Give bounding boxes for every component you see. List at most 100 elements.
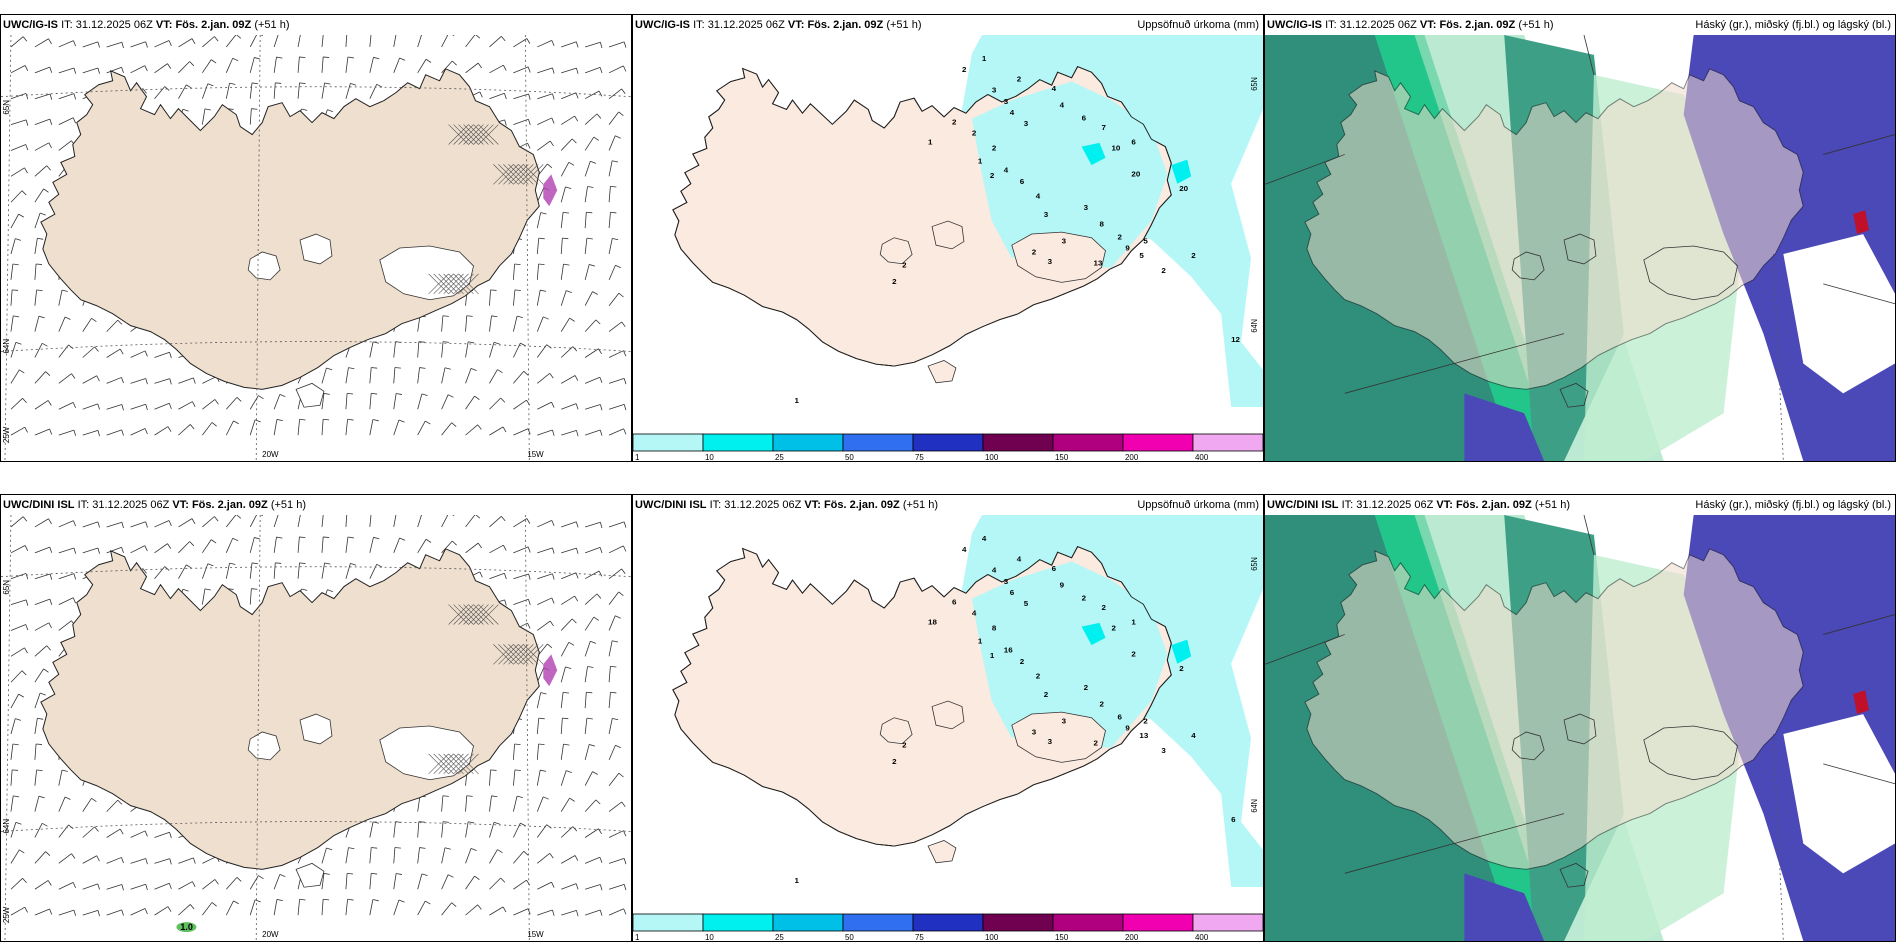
wind-barb xyxy=(441,795,444,812)
wind-barb xyxy=(560,290,567,306)
wind-barb xyxy=(489,849,498,864)
wind-barb xyxy=(34,743,37,760)
colorbar-tick: 1 xyxy=(635,933,640,941)
precip-spot xyxy=(543,654,558,687)
colorbar-tick: 1 xyxy=(635,453,640,461)
wind-barb xyxy=(585,404,601,410)
wind-barb xyxy=(584,186,588,203)
wind-barb xyxy=(154,566,166,579)
precip-value: 6 xyxy=(1117,713,1121,722)
wind-barb xyxy=(537,429,553,436)
precip-area xyxy=(1171,639,1192,664)
wind-barb xyxy=(10,906,25,916)
model-name: UWC/DINI ISL xyxy=(3,499,75,511)
wind-barb xyxy=(608,41,625,48)
wind-barb xyxy=(369,367,372,384)
wind-barb xyxy=(58,909,75,916)
wind-barb xyxy=(393,899,400,916)
clear-area xyxy=(1783,234,1895,394)
wind-barb xyxy=(58,853,72,864)
wind-barb xyxy=(34,546,50,554)
colorbar: 1 10 25 50 75 100 150 200 400 xyxy=(633,433,1263,461)
wind-barb xyxy=(34,769,38,786)
wind-barb xyxy=(10,315,14,332)
wind-barb xyxy=(10,573,27,580)
precip-value: 2 xyxy=(952,118,956,127)
wind-barb xyxy=(441,540,453,554)
wind-barb xyxy=(202,376,217,384)
glacier-outline xyxy=(1011,231,1106,283)
wind-barb xyxy=(560,212,564,229)
annotation-label: 1.0 xyxy=(180,922,192,932)
wind-barb xyxy=(608,692,611,709)
wind-barb xyxy=(34,238,38,255)
wind-barb xyxy=(321,35,324,47)
wind-barb xyxy=(560,744,564,760)
wind-barb xyxy=(34,118,51,125)
wind-barb xyxy=(82,403,98,410)
wind-barb xyxy=(608,404,625,410)
wind-barb xyxy=(536,692,542,709)
wind-barb xyxy=(202,902,213,916)
wind-barb xyxy=(34,908,50,916)
init-time: 31.12.2025 06Z xyxy=(92,499,170,511)
lead-time: (+51 h) xyxy=(254,19,290,31)
glacier-area xyxy=(295,862,325,888)
wind-barb xyxy=(10,624,26,631)
wind-barb xyxy=(608,428,624,436)
wind-barb xyxy=(10,213,19,229)
wind-barb xyxy=(561,883,577,890)
map-panel-top-precip: UWC/IG-IS IT: 31.12.2025 06Z VT: Fös. 2.… xyxy=(632,14,1264,462)
wind-barb xyxy=(202,539,212,554)
precip-value: 3 xyxy=(1048,737,1052,746)
glacier-area xyxy=(379,245,474,301)
wind-barb xyxy=(225,877,238,890)
wind-barb xyxy=(249,57,255,73)
glacier-outline xyxy=(879,237,913,265)
colorbar-swatch xyxy=(702,433,774,452)
precip-value: 9 xyxy=(1125,724,1129,733)
wind-barb xyxy=(106,377,122,384)
wind-barb xyxy=(417,900,426,916)
precip-value: 6 xyxy=(1010,588,1014,597)
wind-barb xyxy=(273,35,279,48)
wind-barb xyxy=(393,537,400,553)
wind-barb xyxy=(154,882,170,890)
precip-value: 4 xyxy=(982,534,987,543)
wind-barb xyxy=(441,315,444,332)
model-name: UWC/IG-IS xyxy=(635,19,690,31)
wind-barb xyxy=(369,564,378,579)
wind-barb xyxy=(249,108,252,125)
wind-barb xyxy=(489,906,504,916)
precip-value: 2 xyxy=(1143,717,1147,726)
map-canvas: 65N 64N 25W 20W 15W xyxy=(1,35,631,461)
wind-barb xyxy=(560,770,567,786)
wind-barb xyxy=(321,82,325,99)
wind-barb xyxy=(537,373,550,384)
wind-barb xyxy=(584,113,598,125)
wind-barb xyxy=(249,537,255,553)
lead-time: (+51 h) xyxy=(886,19,922,31)
map-svg xyxy=(1265,515,1895,941)
map-svg xyxy=(1265,35,1895,461)
wind-barb xyxy=(585,546,601,554)
land-layer xyxy=(1304,68,1804,408)
wind-barb xyxy=(608,908,624,916)
wind-barb xyxy=(345,419,348,436)
wind-barb xyxy=(10,263,14,280)
wind-barb xyxy=(536,263,539,280)
wind-barb xyxy=(34,880,49,890)
wind-barb xyxy=(561,92,577,100)
precip-value: 3 xyxy=(1024,119,1028,128)
wind-barb xyxy=(345,35,348,47)
panel-title: Háský (gr.), miðský (fj.bl.) og lágský (… xyxy=(1695,499,1891,511)
wind-barb xyxy=(489,426,504,436)
glacier-outline xyxy=(1563,713,1597,745)
wind-barb xyxy=(10,718,16,735)
wind-barb xyxy=(608,830,624,838)
wind-barb xyxy=(465,395,475,410)
precip-area xyxy=(971,561,1168,748)
precip-colorbar: 1 10 25 50 75 100 150 200 400 xyxy=(633,433,1263,461)
lat-label: 65N xyxy=(2,100,11,115)
wind-barb xyxy=(369,84,378,99)
